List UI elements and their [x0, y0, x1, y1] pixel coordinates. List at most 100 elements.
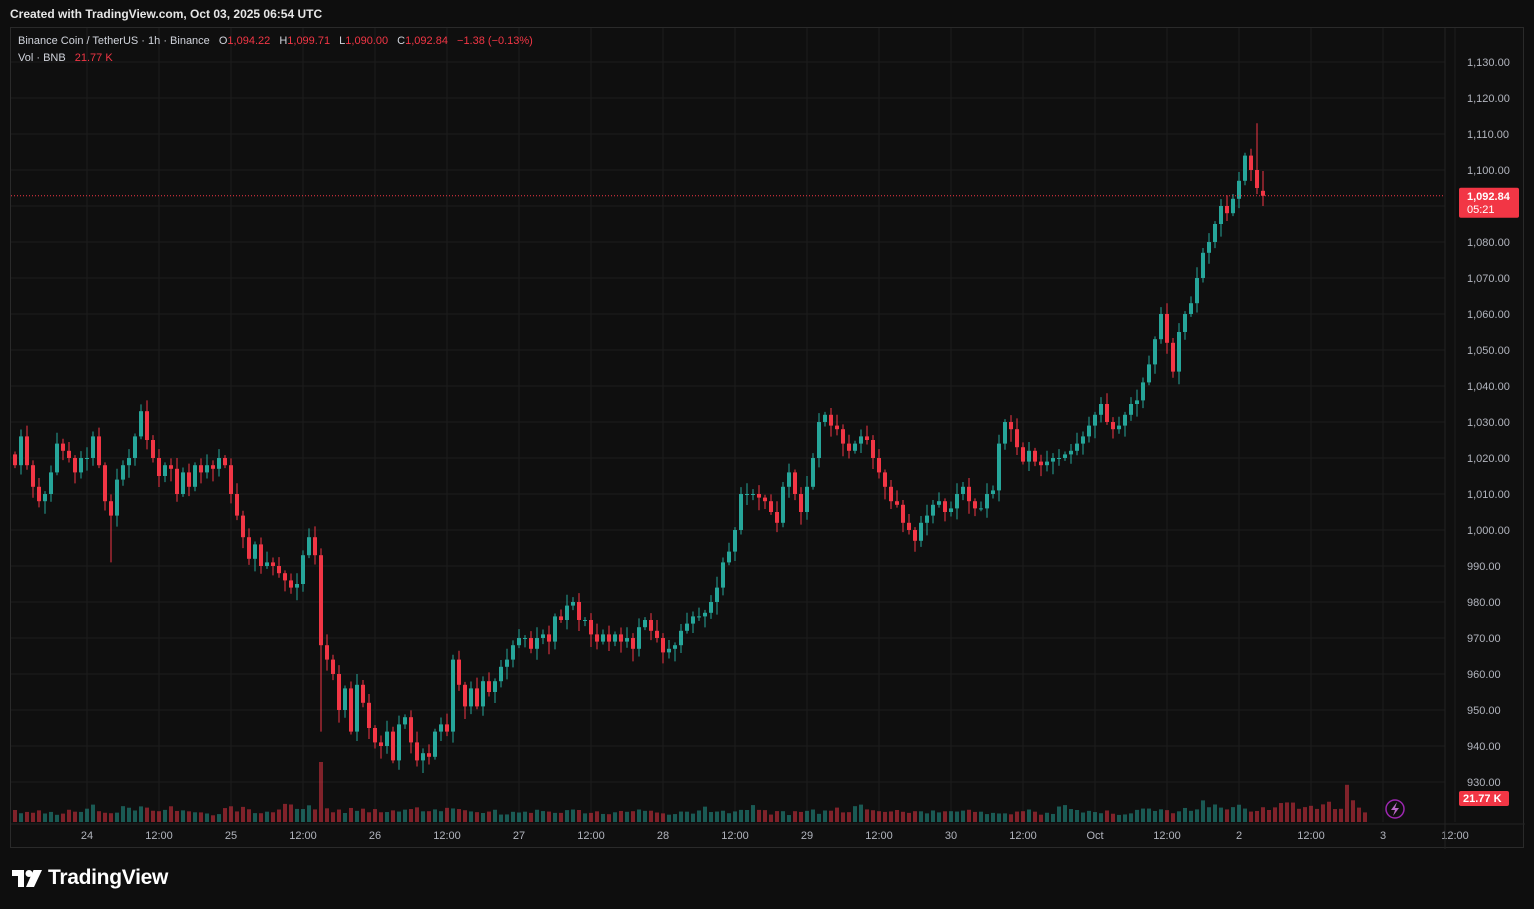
candle-body[interactable]: [157, 458, 161, 476]
candle-body[interactable]: [1225, 206, 1229, 214]
candle-body[interactable]: [1183, 314, 1187, 332]
candle-body[interactable]: [625, 638, 629, 642]
candle-body[interactable]: [775, 512, 779, 523]
candle-body[interactable]: [913, 530, 917, 541]
candle-body[interactable]: [511, 645, 515, 660]
candle-body[interactable]: [1231, 198, 1235, 214]
candle-body[interactable]: [967, 486, 971, 502]
candle-body[interactable]: [43, 494, 47, 502]
candle-body[interactable]: [661, 638, 665, 653]
candle-body[interactable]: [1075, 443, 1079, 451]
candle-body[interactable]: [1135, 400, 1139, 404]
candle-body[interactable]: [433, 731, 437, 757]
candle-body[interactable]: [145, 411, 149, 440]
tradingview-logo[interactable]: TradingView: [12, 866, 168, 890]
candle-body[interactable]: [961, 486, 965, 494]
candle-body[interactable]: [211, 465, 215, 469]
candle-body[interactable]: [415, 742, 419, 761]
candle-body[interactable]: [541, 634, 545, 638]
candle-body[interactable]: [1039, 461, 1043, 466]
candle-body[interactable]: [1147, 364, 1151, 383]
candle-body[interactable]: [349, 688, 353, 732]
candle-body[interactable]: [67, 450, 71, 458]
candle-body[interactable]: [835, 425, 839, 430]
candle-body[interactable]: [925, 515, 929, 523]
candle-body[interactable]: [151, 440, 155, 458]
candle-body[interactable]: [1213, 224, 1217, 242]
lightning-icon[interactable]: [1385, 799, 1405, 819]
candle-body[interactable]: [1015, 429, 1019, 448]
candle-body[interactable]: [745, 494, 749, 495]
candle-body[interactable]: [259, 544, 263, 566]
candle-body[interactable]: [691, 616, 695, 624]
candle-body[interactable]: [595, 634, 599, 642]
candle-body[interactable]: [97, 436, 101, 466]
candle-body[interactable]: [607, 634, 611, 642]
candle-body[interactable]: [799, 494, 803, 512]
candle-body[interactable]: [499, 666, 503, 682]
candle-body[interactable]: [805, 486, 809, 512]
candle-body[interactable]: [49, 472, 53, 494]
candle-body[interactable]: [301, 555, 305, 584]
candle-body[interactable]: [877, 458, 881, 473]
candle-body[interactable]: [109, 501, 113, 516]
candle-body[interactable]: [265, 562, 269, 566]
candle-body[interactable]: [277, 566, 281, 574]
candle-body[interactable]: [31, 465, 35, 487]
candle-body[interactable]: [1195, 278, 1199, 304]
candle-body[interactable]: [253, 544, 257, 559]
candle-body[interactable]: [307, 537, 311, 556]
candle-body[interactable]: [421, 753, 425, 761]
candle-body[interactable]: [727, 551, 731, 563]
candle-body[interactable]: [283, 573, 287, 581]
candle-body[interactable]: [1057, 458, 1061, 459]
candle-body[interactable]: [469, 688, 473, 707]
candle-body[interactable]: [907, 522, 911, 530]
candle-body[interactable]: [733, 530, 737, 552]
candle-body[interactable]: [1105, 404, 1109, 422]
candle-body[interactable]: [667, 648, 671, 653]
candle-body[interactable]: [1255, 170, 1259, 188]
candle-body[interactable]: [403, 717, 407, 725]
candle-body[interactable]: [901, 504, 905, 523]
candle-body[interactable]: [637, 627, 641, 649]
candle-body[interactable]: [1189, 303, 1193, 314]
candlestick-chart[interactable]: 1,130.00 1,120.00 1,110.00 1,100.00 1,090.00…: [11, 28, 1525, 849]
candle-body[interactable]: [163, 465, 167, 476]
candle-body[interactable]: [409, 717, 413, 743]
candle-body[interactable]: [391, 731, 395, 761]
candle-body[interactable]: [73, 458, 77, 473]
candle-body[interactable]: [1093, 414, 1097, 426]
candle-body[interactable]: [751, 494, 755, 495]
candle-body[interactable]: [175, 468, 179, 494]
candle-body[interactable]: [979, 508, 983, 510]
candle-body[interactable]: [937, 501, 941, 505]
candle-body[interactable]: [193, 465, 197, 487]
candle-body[interactable]: [85, 458, 89, 459]
candle-body[interactable]: [493, 681, 497, 692]
candle-body[interactable]: [883, 472, 887, 487]
candle-body[interactable]: [697, 616, 701, 618]
candle-body[interactable]: [517, 638, 521, 646]
candle-body[interactable]: [445, 724, 449, 732]
candle-body[interactable]: [589, 620, 593, 635]
candle-body[interactable]: [709, 602, 713, 613]
candle-body[interactable]: [1129, 404, 1133, 415]
candle-body[interactable]: [895, 501, 899, 505]
candle-body[interactable]: [685, 623, 689, 631]
candle-body[interactable]: [271, 562, 275, 566]
candle-body[interactable]: [427, 753, 431, 757]
candle-body[interactable]: [289, 580, 293, 588]
candle-body[interactable]: [931, 504, 935, 516]
candle-body[interactable]: [577, 602, 581, 620]
candle-body[interactable]: [1003, 422, 1007, 444]
candle-body[interactable]: [1063, 454, 1067, 458]
candle-body[interactable]: [529, 638, 533, 649]
candle-body[interactable]: [37, 486, 41, 502]
candle-body[interactable]: [1141, 382, 1145, 401]
candle-body[interactable]: [535, 638, 539, 649]
candle-body[interactable]: [373, 728, 377, 743]
candle-body[interactable]: [763, 497, 767, 502]
candle-body[interactable]: [355, 684, 359, 732]
candle-body[interactable]: [829, 414, 833, 426]
